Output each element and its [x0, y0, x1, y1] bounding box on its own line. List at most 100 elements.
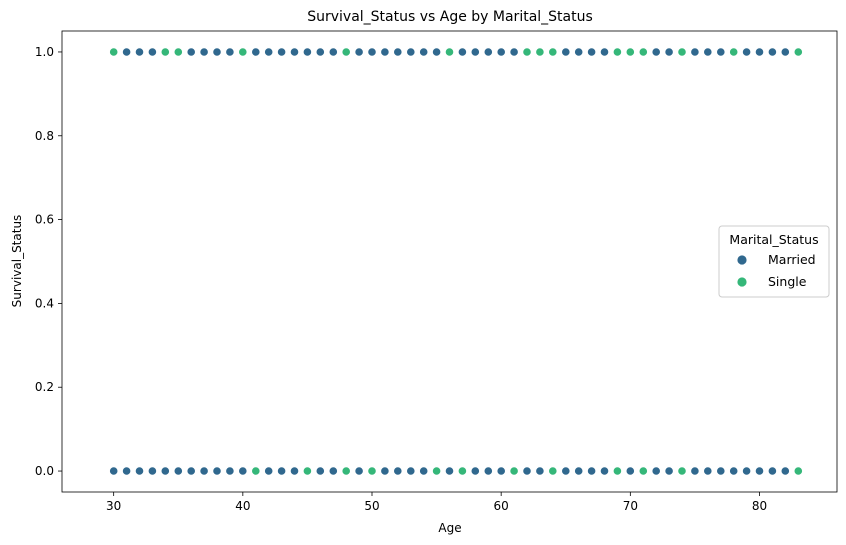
point-married-16: [367, 47, 377, 57]
point-married-30: [599, 47, 610, 57]
point-single-5: [444, 47, 455, 57]
point-married-8: [251, 47, 261, 57]
plot-frame: [61, 30, 838, 493]
y-tick-label: 1.0: [35, 45, 54, 59]
point-single-25: [677, 466, 687, 476]
point-married-43: [147, 466, 157, 476]
point-single-17: [341, 466, 351, 476]
point-married-67: [561, 466, 571, 476]
point-single-6: [522, 47, 532, 57]
legend: Marital_Status Married Single: [718, 225, 830, 298]
point-married-23: [470, 47, 480, 57]
point-single-21: [509, 466, 519, 476]
y-tick-label: 0.0: [35, 464, 54, 478]
point-single-24: [638, 466, 648, 476]
point-married-24: [483, 47, 493, 57]
point-married-3: [147, 47, 157, 57]
point-married-19: [406, 47, 416, 57]
point-married-15: [354, 47, 364, 57]
point-single-12: [677, 47, 687, 57]
x-tick-label: 40: [235, 499, 250, 513]
point-married-36: [741, 47, 752, 57]
point-married-29: [586, 47, 597, 57]
point-married-68: [574, 466, 584, 476]
point-married-31: [651, 47, 661, 57]
y-tick-label: 0.2: [35, 380, 54, 394]
point-married-74: [690, 466, 700, 476]
point-married-12: [302, 47, 312, 57]
point-married-70: [599, 466, 610, 476]
x-axis-label: Age: [438, 521, 461, 535]
point-married-9: [264, 47, 274, 57]
point-married-5: [199, 47, 209, 57]
point-married-60: [419, 466, 429, 476]
point-married-27: [561, 47, 571, 57]
point-married-26: [509, 47, 519, 57]
point-married-33: [690, 47, 700, 57]
point-married-56: [354, 466, 364, 476]
point-married-51: [264, 466, 274, 476]
y-tick-label: 0.6: [35, 213, 54, 227]
point-married-17: [380, 47, 390, 57]
point-single-2: [173, 47, 183, 57]
point-married-65: [522, 466, 532, 476]
point-married-25: [496, 47, 506, 57]
point-single-13: [729, 47, 739, 57]
point-married-66: [535, 466, 545, 476]
point-single-15: [251, 466, 261, 476]
point-married-38: [767, 47, 778, 57]
point-married-42: [134, 466, 145, 476]
point-married-50: [238, 466, 248, 476]
point-married-64: [496, 466, 506, 476]
point-married-13: [315, 47, 325, 57]
point-married-40: [109, 466, 119, 476]
x-tick-label: 60: [494, 499, 509, 513]
point-married-44: [160, 466, 170, 476]
point-married-79: [754, 466, 765, 476]
point-married-76: [716, 466, 726, 476]
legend-title: Marital_Status: [729, 232, 818, 247]
point-married-63: [483, 466, 493, 476]
point-married-41: [122, 466, 132, 476]
point-single-3: [238, 47, 248, 57]
point-married-55: [328, 466, 338, 476]
point-married-52: [276, 466, 287, 476]
x-tick-label: 50: [364, 499, 379, 513]
x-tick-label: 30: [106, 499, 121, 513]
point-married-34: [703, 47, 713, 57]
point-married-48: [212, 466, 222, 476]
point-married-28: [574, 47, 584, 57]
point-married-2: [134, 47, 145, 57]
point-single-7: [535, 47, 545, 57]
point-single-16: [302, 466, 312, 476]
x-tick-label: 70: [623, 499, 638, 513]
point-married-21: [431, 47, 442, 57]
legend-label-single: Single: [768, 274, 807, 289]
point-single-18: [367, 466, 377, 476]
point-married-72: [651, 466, 661, 476]
point-married-45: [173, 466, 183, 476]
point-single-23: [612, 466, 623, 476]
point-single-4: [341, 47, 351, 57]
point-married-62: [470, 466, 480, 476]
point-married-11: [289, 47, 300, 57]
point-married-6: [212, 47, 222, 57]
point-married-32: [664, 47, 674, 57]
point-married-22: [457, 47, 467, 57]
point-married-58: [393, 466, 403, 476]
chart-title: Survival_Status vs Age by Marital_Status: [307, 9, 593, 25]
legend-label-married: Married: [768, 252, 816, 267]
axes-layer: 30 40 50 60 70 80 0.0 0.2 0.4 0.6 0.8 1.0: [35, 30, 838, 513]
point-married-7: [225, 47, 235, 57]
point-single-0: [109, 47, 119, 57]
point-single-11: [638, 47, 648, 57]
point-single-26: [793, 466, 803, 476]
y-tick-label: 0.8: [35, 129, 54, 143]
point-married-78: [741, 466, 752, 476]
point-married-77: [729, 466, 739, 476]
point-single-9: [612, 47, 623, 57]
y-axis-label: Survival_Status: [10, 215, 24, 308]
point-single-19: [431, 466, 442, 476]
